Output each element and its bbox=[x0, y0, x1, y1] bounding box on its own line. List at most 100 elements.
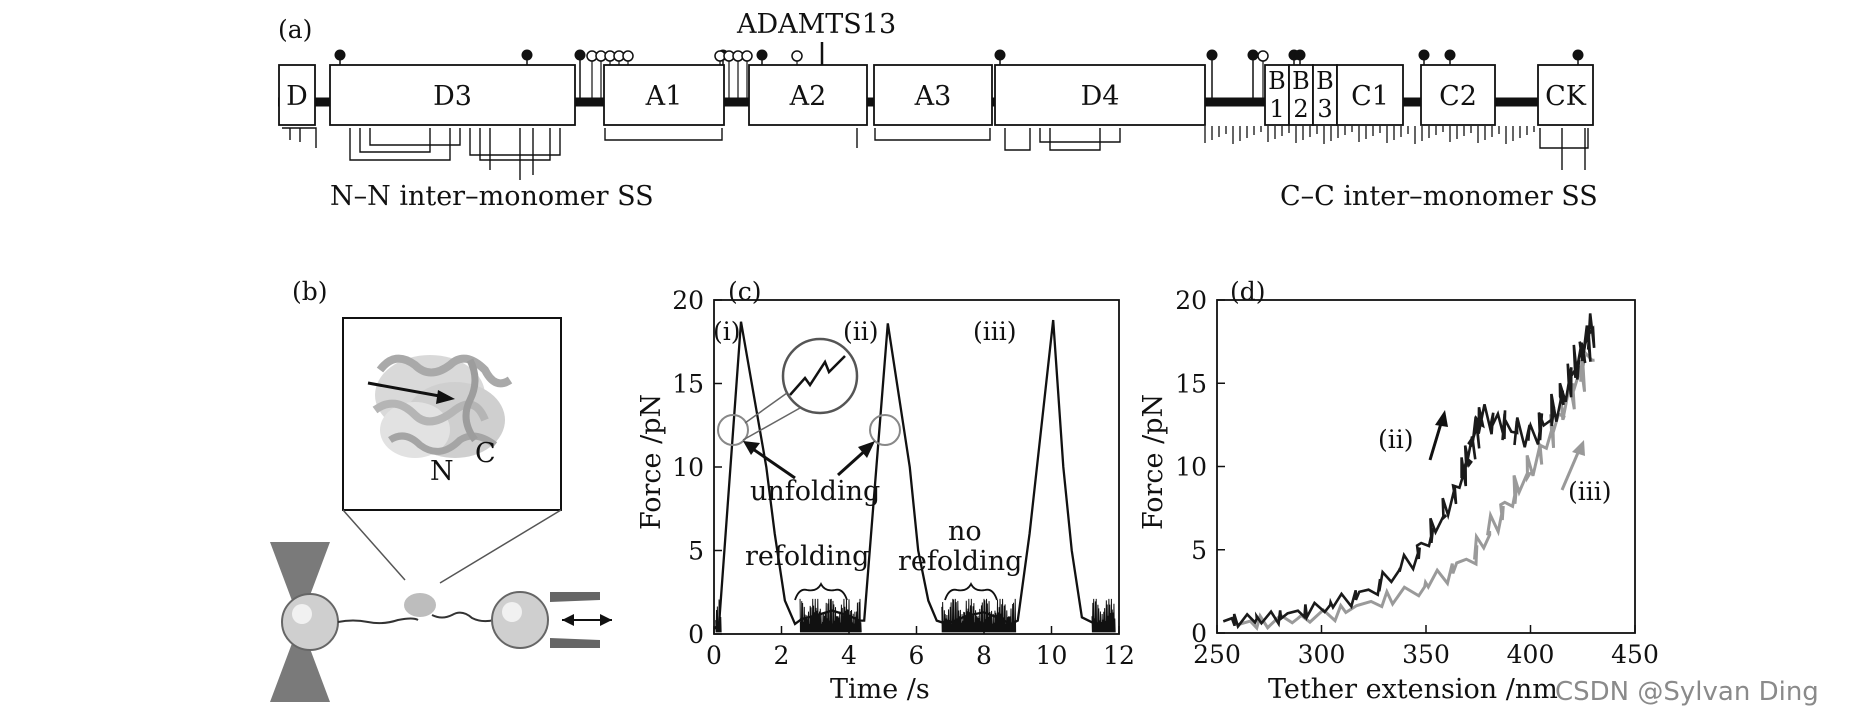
annot-d-iii: (iii) bbox=[1568, 477, 1612, 506]
plot-d-xlabel: Tether extension /nm bbox=[1268, 674, 1558, 705]
panel-d: (d) 250 300 350 400 450 0 5 10 15 20 Force /pN Te… bbox=[1138, 277, 1659, 705]
glycan-hollow bbox=[791, 50, 803, 62]
domain-label: B bbox=[1292, 67, 1310, 95]
force-extension-traces bbox=[1222, 313, 1596, 631]
glycan-filled bbox=[756, 49, 768, 61]
glycan-filled bbox=[574, 49, 586, 61]
y-tick-label: 15 bbox=[672, 370, 704, 399]
y-tick-label: 10 bbox=[672, 453, 704, 482]
panel-b: (b) N C bbox=[270, 277, 612, 702]
x-tick-label: 450 bbox=[1611, 640, 1659, 669]
plot-c-xlabel: Time /s bbox=[830, 674, 930, 705]
ss-bond bbox=[349, 128, 451, 161]
baseline-noise bbox=[715, 598, 1116, 633]
noise-trace bbox=[1091, 598, 1116, 633]
domain-box bbox=[278, 64, 316, 126]
zoom-line-c2 bbox=[742, 407, 801, 441]
glycan-hollow bbox=[622, 50, 634, 62]
unfolding-arrow-2-head bbox=[858, 441, 875, 458]
ss-bond bbox=[369, 128, 461, 146]
panel-b-label: (b) bbox=[292, 277, 328, 306]
glycan-filled bbox=[1418, 49, 1430, 61]
zoom-line-c1 bbox=[744, 392, 788, 424]
tethered-protein bbox=[404, 593, 436, 617]
domain-label: B bbox=[1316, 67, 1334, 95]
trace-ii bbox=[1222, 313, 1596, 630]
micropipette-top bbox=[550, 592, 600, 602]
domain-box bbox=[603, 64, 725, 126]
x-tick-label: 250 bbox=[1193, 640, 1241, 669]
y-tick-label: 10 bbox=[1175, 453, 1207, 482]
glycan-filled bbox=[334, 49, 346, 61]
domain-box bbox=[1264, 64, 1290, 126]
brace-refolding bbox=[794, 581, 848, 601]
plot-d-ticks: 250 300 350 400 450 0 5 10 15 20 bbox=[1175, 286, 1659, 669]
glycan-filled bbox=[1444, 49, 1456, 61]
pull-arrow-head-left bbox=[562, 614, 574, 626]
x-tick-label: 8 bbox=[976, 641, 992, 670]
arrow-ii bbox=[1428, 419, 1444, 461]
trapped-bead bbox=[281, 593, 339, 651]
structure-arrow-shaft bbox=[367, 381, 446, 399]
domain-label: A1 bbox=[645, 81, 683, 112]
annot-d-ii: (ii) bbox=[1378, 425, 1414, 454]
ss-bond bbox=[1049, 128, 1101, 151]
trap-beam-top bbox=[270, 542, 330, 622]
domain-label: 3 bbox=[1317, 95, 1332, 123]
domain-box bbox=[1420, 64, 1496, 126]
pipette-bead bbox=[491, 591, 549, 649]
x-tick-label: 400 bbox=[1507, 640, 1555, 669]
annot-refolding: refolding bbox=[745, 541, 869, 572]
trace-iii bbox=[1237, 349, 1595, 631]
x-tick-label: 2 bbox=[774, 641, 790, 670]
glycan-filled bbox=[994, 49, 1006, 61]
arrow-ii-head bbox=[1435, 410, 1448, 427]
y-tick-label: 0 bbox=[1191, 619, 1207, 648]
trap-beam-bottom bbox=[270, 622, 330, 702]
ss-bond bbox=[479, 128, 551, 161]
domain-box bbox=[748, 64, 868, 126]
annot-ii: (ii) bbox=[843, 317, 879, 346]
zoom-circle bbox=[781, 337, 859, 415]
x-tick-label: 0 bbox=[706, 641, 722, 670]
domain-box bbox=[873, 64, 993, 126]
glycan-filled bbox=[1572, 49, 1584, 61]
domain-label: A2 bbox=[789, 81, 827, 112]
panel-d-label: (d) bbox=[1230, 277, 1266, 306]
panel-a-label: (a) bbox=[278, 15, 312, 44]
annot-i: (i) bbox=[713, 317, 741, 346]
plot-c-ylabel: Force /pN bbox=[636, 394, 667, 530]
noise-trace bbox=[715, 599, 722, 633]
ss-bond bbox=[604, 128, 723, 141]
domain-label: A3 bbox=[914, 81, 952, 112]
ss-bond bbox=[359, 128, 431, 153]
domain-label: C2 bbox=[1439, 81, 1477, 112]
arrow-iii bbox=[1560, 447, 1582, 491]
ss-bond bbox=[282, 127, 317, 148]
y-tick-label: 15 bbox=[1175, 369, 1207, 398]
adamts13-label: ADAMTS13 bbox=[736, 9, 896, 40]
x-tick-label: 4 bbox=[841, 641, 857, 670]
domain-label: C1 bbox=[1351, 81, 1389, 112]
domain-label: D4 bbox=[1081, 81, 1120, 112]
y-tick-label: 20 bbox=[1175, 286, 1207, 315]
glycan-filled bbox=[1206, 49, 1218, 61]
domain-label: CK bbox=[1545, 81, 1587, 112]
domain-label: 2 bbox=[1293, 95, 1308, 123]
watermark: CSDN @Sylvan Ding bbox=[1555, 677, 1819, 707]
annot-unfolding: unfolding bbox=[750, 476, 880, 507]
micropipette-bottom bbox=[550, 638, 600, 648]
annot-iii: (iii) bbox=[973, 317, 1017, 346]
y-tick-label: 5 bbox=[688, 537, 704, 566]
zoom-line-left bbox=[342, 509, 406, 581]
domain-box bbox=[994, 64, 1206, 126]
x-tick-label: 6 bbox=[909, 641, 925, 670]
zoom-line-right bbox=[439, 509, 562, 584]
domain-box bbox=[1537, 64, 1594, 126]
structure-arrow-head bbox=[436, 390, 455, 404]
pipette-bead-highlight bbox=[502, 602, 522, 622]
glycan-hollow bbox=[1257, 50, 1269, 62]
